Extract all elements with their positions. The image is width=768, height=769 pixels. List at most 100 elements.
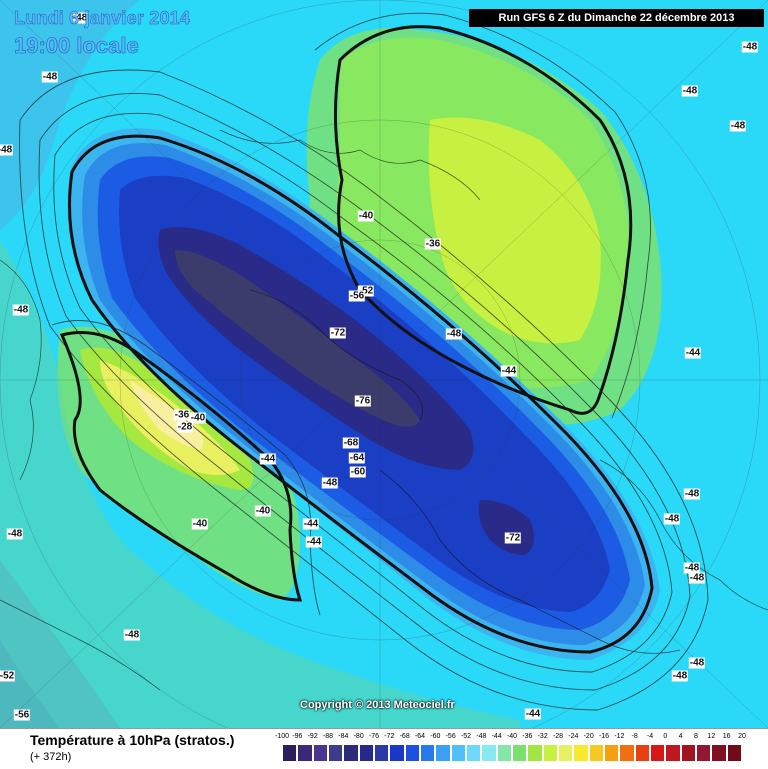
- scale-tick-label: -24: [568, 733, 579, 740]
- contour-label: -52: [357, 285, 375, 297]
- scale-swatch: [666, 745, 680, 761]
- scale-tick-label: -96: [292, 733, 303, 740]
- contour-label: -44: [500, 365, 518, 377]
- scale-tick-label: 8: [694, 733, 698, 740]
- contour-label: -48: [683, 488, 701, 500]
- scale-swatch: [436, 745, 450, 761]
- scale-swatch: [375, 745, 389, 761]
- contour-label: -36: [173, 409, 191, 421]
- contour-label: -48: [729, 120, 747, 132]
- contour-label: -40: [357, 210, 375, 222]
- scale-tick-label: -36: [522, 733, 533, 740]
- scale-tick-label: -92: [307, 733, 318, 740]
- contour-label: -28: [176, 421, 194, 433]
- scale-tick-label: -48: [476, 733, 487, 740]
- cold-core-min: [175, 250, 420, 427]
- scale-swatch: [329, 745, 343, 761]
- scale-swatch: [589, 745, 603, 761]
- scale-tick-label: -88: [322, 733, 334, 740]
- bold-contours: [59, 25, 654, 654]
- model-run-label: Run GFS 6 Z du Dimanche 22 décembre 2013: [469, 9, 764, 27]
- scale-tick-label: -44: [491, 733, 502, 740]
- contour-label: -48: [741, 41, 759, 53]
- scale-swatch: [697, 745, 711, 761]
- scale-swatch: [513, 745, 527, 761]
- scale-tick-label: 4: [678, 733, 683, 740]
- contour-label: -48: [12, 304, 30, 316]
- scale-swatch: [635, 745, 649, 761]
- scale-swatch: [283, 745, 297, 761]
- scale-tick-label: -4: [646, 733, 654, 740]
- scale-tick-label: -72: [384, 733, 395, 740]
- scale-tick-label: -76: [368, 733, 380, 740]
- contour-label: -40: [254, 505, 272, 517]
- scale-tick-label: 12: [707, 733, 716, 740]
- scale-tick-label: -32: [537, 733, 548, 740]
- scale-swatch: [359, 745, 373, 761]
- scale-swatch: [620, 745, 634, 761]
- scale-tick-label: -16: [598, 733, 610, 740]
- scale-swatch: [681, 745, 695, 761]
- contour-label: -48: [123, 629, 141, 641]
- legend-title: Température à 10hPa (stratos.): [30, 732, 235, 748]
- scale-swatch: [344, 745, 358, 761]
- contour-label: -44: [259, 453, 277, 465]
- legend-subtitle: (+ 372h): [30, 751, 72, 763]
- scale-tick-label: -84: [338, 733, 349, 740]
- contour-label: -48: [445, 328, 463, 340]
- scale-swatch: [497, 745, 511, 761]
- contour-label: -56: [348, 290, 366, 302]
- warm-peak-north-east: [428, 117, 601, 344]
- contour-label: -48: [0, 144, 14, 156]
- contour-label: -40: [189, 412, 207, 424]
- scale-swatch: [543, 745, 557, 761]
- scale-swatch: [467, 745, 481, 761]
- scale-swatch: [482, 745, 496, 761]
- scale-tick-label: -64: [414, 733, 426, 740]
- scale-tick-label: -68: [399, 733, 410, 740]
- scale-tick-label: 20: [738, 733, 746, 740]
- scale-tick-label: 0: [663, 733, 668, 740]
- contour-label: -48: [41, 71, 59, 83]
- scale-swatch: [451, 745, 465, 761]
- scale-swatch: [651, 745, 665, 761]
- scale-swatch: [605, 745, 619, 761]
- contour-label: -48: [688, 572, 706, 584]
- scale-tick-label: -20: [583, 733, 594, 740]
- scale-tick-label: 16: [722, 733, 731, 740]
- scale-swatch: [298, 745, 312, 761]
- contour-label: -44: [305, 536, 323, 548]
- coastlines: [0, 129, 768, 691]
- scale-tick-label: -56: [445, 733, 456, 740]
- scale-tick-label: -8: [631, 733, 638, 740]
- contour-label: -48: [688, 657, 706, 669]
- contour-label: -72: [504, 532, 522, 544]
- contour-label: -64: [348, 452, 366, 464]
- scale-tick-label: -100: [274, 733, 290, 740]
- graticule: [0, 0, 768, 728]
- contour-label: -48: [6, 528, 24, 540]
- thin-contours: [19, 12, 709, 711]
- scale-swatch: [405, 745, 419, 761]
- contour-label: -48: [663, 513, 681, 525]
- contour-label: -44: [302, 518, 320, 530]
- contour-label: -48: [683, 562, 701, 574]
- scale-swatch: [559, 745, 573, 761]
- scale-tick-label: -52: [460, 733, 472, 740]
- scale-swatch: [727, 745, 741, 761]
- scale-tick-label: -60: [430, 733, 441, 740]
- contour-label: -56: [13, 709, 31, 721]
- legend-footer: Température à 10hPa (stratos.) (+ 372h) …: [0, 728, 768, 769]
- contour-label: -76: [354, 395, 372, 407]
- contour-label: -48: [671, 670, 689, 682]
- scale-tick-label: -80: [353, 733, 364, 740]
- scale-swatch: [313, 745, 327, 761]
- scale-swatch: [528, 745, 542, 761]
- scale-swatch: [712, 745, 726, 761]
- scale-tick-label: -12: [614, 733, 625, 740]
- temperature-map: [0, 0, 768, 728]
- contour-label: -52: [0, 670, 16, 682]
- band-outer-green: [0, 240, 520, 728]
- contour-label: -68: [342, 437, 360, 449]
